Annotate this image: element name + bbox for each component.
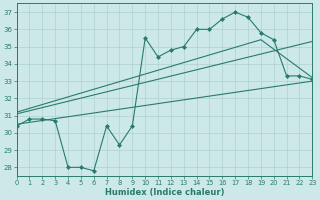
X-axis label: Humidex (Indice chaleur): Humidex (Indice chaleur) — [105, 188, 224, 197]
